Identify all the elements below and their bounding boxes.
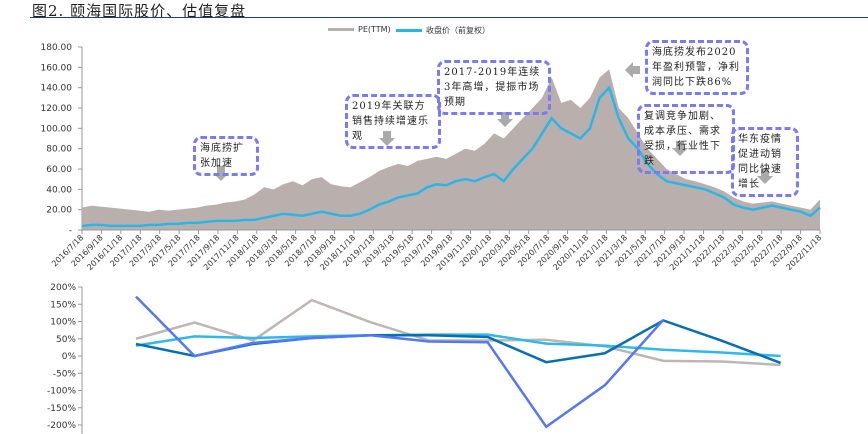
- series-line-light-blue: [135, 333, 781, 358]
- arrow-down-icon: [672, 141, 688, 156]
- annotation-box: 海底捞发布2020年盈利预警，净利润同比下跌86%: [645, 40, 749, 95]
- y-tick-label: -100%: [47, 387, 76, 397]
- y-tick-label: 180.00: [41, 43, 73, 53]
- annotation-box: 2019年关联方销售持续增速乐观: [345, 94, 441, 149]
- legend-label: PE(TTM): [358, 25, 391, 34]
- y-tick-label: 100%: [50, 318, 76, 328]
- arrow-down-icon: [757, 169, 773, 184]
- title-underline: [30, 17, 868, 18]
- annotation-box: 华东疫情促进动销同比快速增长: [731, 127, 799, 197]
- legend-swatch: [396, 29, 422, 32]
- series-line-blue: [135, 295, 665, 429]
- y-tick-label: -200%: [47, 421, 76, 431]
- y-tick-label: -: [69, 226, 72, 236]
- y-tick-label: 200%: [50, 283, 76, 293]
- y-tick-label: 140.00: [41, 84, 73, 94]
- pe-area: [82, 69, 820, 230]
- price-line: [81, 85, 821, 228]
- series-line-grey: [135, 298, 781, 367]
- y-tick-label: 0%: [62, 352, 77, 362]
- figure-title: 图2. 颐海国际股价、估值复盘: [32, 2, 247, 20]
- legend-swatch: [328, 28, 354, 31]
- annotation-box: 海底捞扩张加速: [193, 136, 259, 176]
- legend-pe: PE(TTM): [328, 25, 391, 34]
- y-tick-label: 160.00: [41, 63, 73, 73]
- legend-label: 收盘价（前复权）: [426, 26, 490, 35]
- legend-price: 收盘价（前复权）: [396, 25, 490, 36]
- y-tick-label: 80.00: [46, 145, 72, 155]
- y-tick-label: 120.00: [41, 104, 73, 114]
- annotation-box: 2017-2019年连续3年高增，提振市场预期: [437, 60, 551, 115]
- annotation-box: 复调竞争加剧、成本承压、需求受损，行业性下跌: [637, 104, 735, 174]
- y-tick-label: 100.00: [41, 124, 73, 134]
- y-tick-label: 50%: [56, 335, 76, 345]
- y-tick-label: 40.00: [46, 185, 72, 195]
- arrow-down-icon: [497, 112, 513, 127]
- y-tick-label: 150%: [50, 300, 76, 310]
- arrow-down-icon: [379, 131, 395, 146]
- y-tick-label: 20.00: [46, 206, 72, 216]
- y-tick-label: 60.00: [46, 165, 72, 175]
- arrow-left-icon: [625, 62, 640, 78]
- y-tick-label: -150%: [47, 404, 76, 414]
- y-tick-label: -50%: [53, 369, 77, 379]
